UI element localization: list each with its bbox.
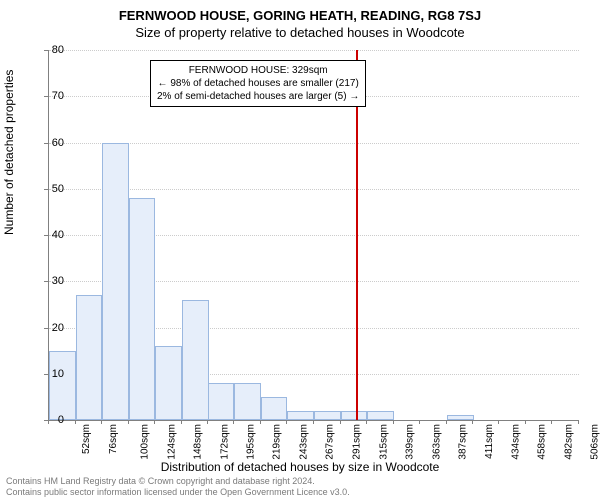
x-tick-mark xyxy=(260,420,261,424)
histogram-bar xyxy=(341,411,368,420)
x-tick-label: 243sqm xyxy=(298,424,309,460)
x-tick-mark xyxy=(48,420,49,424)
chart-subtitle: Size of property relative to detached ho… xyxy=(0,25,600,40)
histogram-bar xyxy=(447,415,474,420)
x-tick-mark xyxy=(472,420,473,424)
y-tick-label: 0 xyxy=(34,414,64,426)
histogram-bar xyxy=(234,383,261,420)
y-tick-mark xyxy=(44,281,48,282)
x-tick-label: 219sqm xyxy=(272,424,283,460)
x-tick-label: 387sqm xyxy=(458,424,469,460)
x-tick-mark xyxy=(366,420,367,424)
y-tick-mark xyxy=(44,143,48,144)
x-tick-mark xyxy=(75,420,76,424)
x-tick-label: 291sqm xyxy=(352,424,363,460)
footer-line1: Contains HM Land Registry data © Crown c… xyxy=(6,476,350,487)
histogram-bar xyxy=(155,346,182,420)
x-tick-mark xyxy=(286,420,287,424)
y-tick-label: 30 xyxy=(34,275,64,287)
histogram-bar xyxy=(261,397,288,420)
histogram-bar xyxy=(102,143,129,421)
histogram-bar xyxy=(367,411,394,420)
footer-line2: Contains public sector information licen… xyxy=(6,487,350,498)
footer-attribution: Contains HM Land Registry data © Crown c… xyxy=(6,476,350,498)
y-tick-label: 10 xyxy=(34,368,64,380)
x-tick-label: 100sqm xyxy=(140,424,151,460)
x-tick-mark xyxy=(181,420,182,424)
x-tick-label: 124sqm xyxy=(166,424,177,460)
x-tick-mark xyxy=(551,420,552,424)
x-axis-label: Distribution of detached houses by size … xyxy=(0,460,600,474)
x-tick-mark xyxy=(101,420,102,424)
chart-title: FERNWOOD HOUSE, GORING HEATH, READING, R… xyxy=(0,0,600,23)
x-tick-label: 267sqm xyxy=(325,424,336,460)
x-tick-mark xyxy=(419,420,420,424)
x-tick-mark xyxy=(154,420,155,424)
histogram-bar xyxy=(287,411,314,420)
info-box-line3: 2% of semi-detached houses are larger (5… xyxy=(157,90,359,103)
x-tick-mark xyxy=(233,420,234,424)
histogram-bar xyxy=(49,351,76,420)
y-tick-label: 20 xyxy=(34,322,64,334)
x-tick-label: 172sqm xyxy=(220,424,231,460)
x-tick-mark xyxy=(393,420,394,424)
histogram-bar xyxy=(182,300,209,420)
histogram-bar xyxy=(76,295,103,420)
x-tick-label: 339sqm xyxy=(405,424,416,460)
y-tick-mark xyxy=(44,50,48,51)
x-tick-mark xyxy=(340,420,341,424)
y-tick-mark xyxy=(44,328,48,329)
x-tick-label: 52sqm xyxy=(81,424,92,454)
grid-line xyxy=(49,50,579,51)
x-tick-mark xyxy=(525,420,526,424)
y-axis-label: Number of detached properties xyxy=(2,70,16,235)
x-tick-mark xyxy=(128,420,129,424)
x-tick-label: 76sqm xyxy=(108,424,119,454)
x-tick-mark xyxy=(207,420,208,424)
x-tick-label: 506sqm xyxy=(590,424,600,460)
histogram-bar xyxy=(208,383,235,420)
x-tick-label: 148sqm xyxy=(193,424,204,460)
y-tick-label: 60 xyxy=(34,137,64,149)
x-tick-label: 482sqm xyxy=(563,424,574,460)
y-tick-label: 80 xyxy=(34,44,64,56)
chart-container: FERNWOOD HOUSE, GORING HEATH, READING, R… xyxy=(0,0,600,500)
x-tick-mark xyxy=(578,420,579,424)
y-tick-label: 40 xyxy=(34,229,64,241)
x-tick-label: 363sqm xyxy=(431,424,442,460)
info-box-line1: FERNWOOD HOUSE: 329sqm xyxy=(157,64,359,77)
y-tick-mark xyxy=(44,374,48,375)
y-tick-label: 70 xyxy=(34,90,64,102)
y-tick-mark xyxy=(44,189,48,190)
x-tick-label: 458sqm xyxy=(537,424,548,460)
x-tick-label: 411sqm xyxy=(484,424,495,459)
marker-info-box: FERNWOOD HOUSE: 329sqm← 98% of detached … xyxy=(150,60,366,107)
y-tick-mark xyxy=(44,235,48,236)
x-tick-mark xyxy=(313,420,314,424)
x-tick-label: 315sqm xyxy=(378,424,389,460)
x-tick-label: 434sqm xyxy=(510,424,521,460)
x-tick-mark xyxy=(498,420,499,424)
y-tick-label: 50 xyxy=(34,183,64,195)
histogram-bar xyxy=(129,198,156,420)
x-tick-label: 195sqm xyxy=(245,424,256,460)
histogram-bar xyxy=(314,411,341,420)
y-tick-mark xyxy=(44,96,48,97)
info-box-line2: ← 98% of detached houses are smaller (21… xyxy=(157,77,359,90)
x-tick-mark xyxy=(446,420,447,424)
